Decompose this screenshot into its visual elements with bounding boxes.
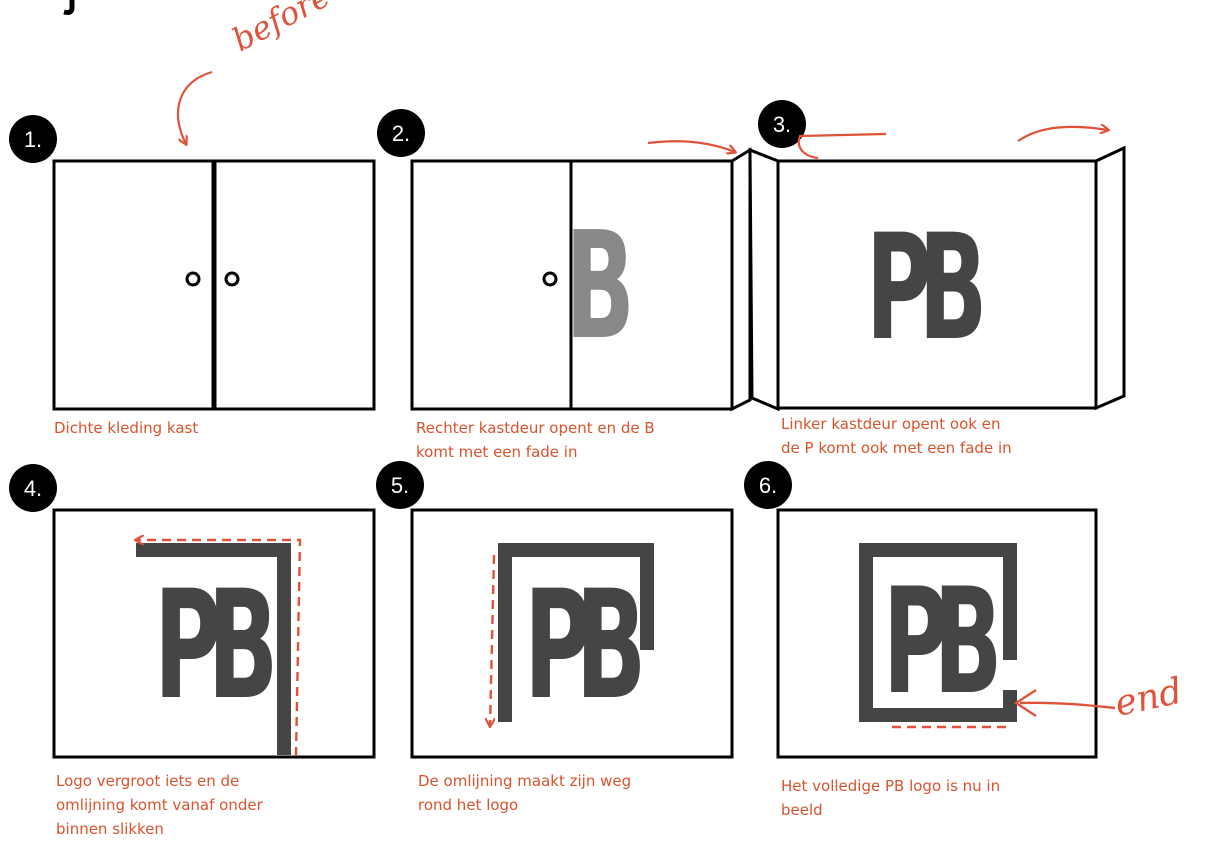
caption-6: Het volledige PB logo is nu in beeld	[781, 777, 1001, 819]
logo-p-3: P	[866, 202, 932, 373]
badge-1-label: 1.	[24, 127, 42, 152]
logo-p-4: P	[154, 559, 222, 733]
door-arrows	[647, 127, 1108, 160]
before-label: before	[226, 0, 336, 59]
badge-3-label: 3.	[773, 112, 791, 137]
faded-b-letter: B	[565, 201, 635, 373]
right-knob	[224, 271, 240, 287]
logo-b-5: B	[576, 559, 647, 733]
end-annotation: end	[1013, 671, 1186, 725]
badge-6	[744, 461, 792, 509]
left-knob	[185, 271, 201, 287]
logo-b-3: B	[919, 202, 988, 373]
left-knob-2	[542, 271, 558, 287]
frame-4	[52, 508, 376, 759]
logo-outline-complete	[859, 543, 1017, 722]
panel-3: 3. P B	[748, 100, 1126, 412]
end-arrow	[1013, 688, 1116, 718]
panel-2: 2. B	[377, 109, 752, 412]
logo-b-6: B	[934, 556, 1003, 727]
badge-4	[9, 464, 57, 512]
panel-4: 4. P B	[9, 464, 376, 759]
caption-2: Rechter kastdeur opent en de B komt met …	[416, 419, 655, 461]
open-right-door	[730, 147, 752, 412]
logo-outline-growing	[498, 543, 654, 722]
left-door-arrow	[797, 132, 887, 160]
badge-1	[9, 115, 57, 163]
right-door-arrow	[647, 140, 735, 152]
caption-5: De omlijning maakt zijn weg rond het log…	[418, 772, 632, 814]
badge-4-label: 4.	[24, 476, 42, 501]
open-right-door-3	[1094, 145, 1126, 411]
logo-b-4: B	[208, 559, 279, 733]
frame-5	[410, 508, 734, 759]
panel-6: 6. P B	[744, 461, 1098, 759]
frame-6	[776, 508, 1098, 759]
pb-logo-3: P B	[866, 202, 988, 373]
logo-outline-partial	[136, 543, 291, 755]
badge-5-label: 5.	[391, 473, 409, 498]
badge-5	[376, 461, 424, 509]
caption-1: Dichte kleding kast	[54, 419, 199, 437]
badge-2-label: 2.	[392, 121, 410, 146]
cropped-title-glyph	[63, 0, 75, 15]
logo-p-6: P	[883, 556, 949, 727]
before-annotation: before	[177, 0, 336, 144]
badge-2	[377, 109, 425, 157]
far-door-arrow	[1017, 127, 1108, 142]
panel-5: 5. P B	[376, 461, 734, 759]
before-arrow	[177, 70, 213, 144]
logo-p-5: P	[524, 559, 592, 733]
end-label: end	[1111, 671, 1186, 725]
caption-4: Logo vergroot iets en de omlijning komt …	[56, 772, 263, 838]
caption-3: Linker kastdeur opent ook en de P komt o…	[781, 415, 1012, 457]
badge-3	[758, 100, 806, 148]
open-left-door	[748, 147, 780, 412]
badge-6-label: 6.	[759, 473, 777, 498]
outline-down-arrow	[490, 554, 496, 726]
outline-path-arrow	[136, 540, 302, 757]
panel-1: 1.	[9, 115, 376, 411]
